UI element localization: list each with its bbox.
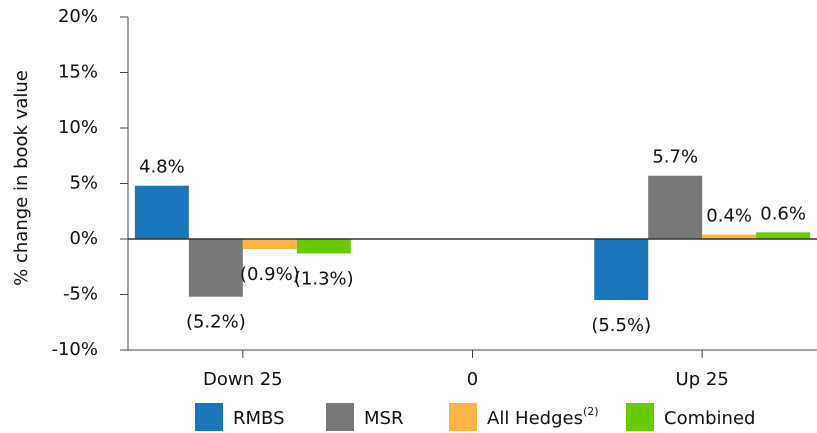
value-label: (0.9%) — [240, 264, 300, 285]
value-label: (1.3%) — [294, 268, 354, 289]
legend-name: RMBS — [233, 408, 285, 429]
y-tick-label: 5% — [69, 173, 98, 194]
bar — [648, 175, 703, 239]
y-tick-label: 15% — [58, 62, 98, 83]
legend-name: MSR — [364, 408, 403, 429]
legend-superscript: (2) — [583, 405, 599, 418]
value-label: 4.8% — [139, 157, 185, 178]
legend-name: Combined — [664, 408, 755, 429]
value-label: 0.4% — [706, 206, 752, 227]
legend-name: All Hedges — [487, 408, 583, 429]
value-label: 5.7% — [652, 147, 698, 168]
y-tick-label: 10% — [58, 117, 98, 138]
bar — [134, 185, 189, 239]
y-tick-label: 20% — [58, 6, 98, 27]
legend-label: RMBS — [233, 408, 285, 429]
value-label: (5.5%) — [591, 315, 651, 336]
y-tick-label: 0% — [69, 228, 98, 249]
bar — [756, 232, 811, 239]
legend-label: Combined — [664, 408, 755, 429]
bar — [296, 239, 351, 254]
x-tick-label: Up 25 — [676, 369, 729, 390]
x-tick-label: Down 25 — [203, 369, 283, 390]
legend-swatch — [326, 403, 354, 431]
legend-swatch — [626, 403, 654, 431]
bar — [242, 239, 297, 249]
y-tick-label: -10% — [51, 339, 98, 360]
legend-label: All Hedges(2) — [487, 405, 599, 429]
legend-swatch — [195, 403, 223, 431]
value-label: 0.6% — [760, 203, 806, 224]
bar — [188, 239, 243, 297]
y-axis-label: % change in book value — [11, 70, 32, 286]
x-tick-label: 0 — [467, 369, 478, 390]
bar — [702, 234, 757, 239]
value-label: (5.2%) — [186, 312, 246, 333]
legend-label: MSR — [364, 408, 403, 429]
bar — [594, 239, 649, 301]
legend-swatch — [449, 403, 477, 431]
y-tick-label: -5% — [63, 284, 98, 305]
